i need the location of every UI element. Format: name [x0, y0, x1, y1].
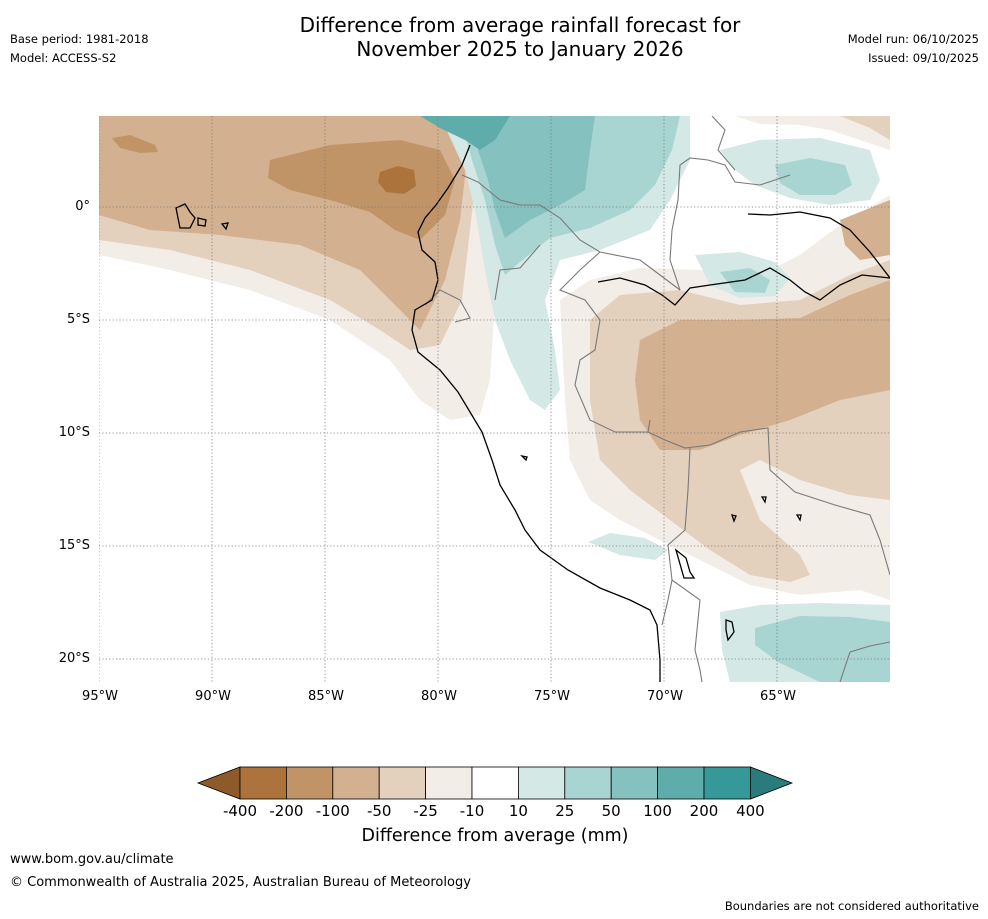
colorbar-tick: -10	[459, 802, 485, 820]
colorbar-tick: -200	[269, 802, 304, 820]
colorbar-bin	[657, 766, 705, 800]
lon-label-95w: 95°W	[82, 689, 118, 704]
colorbar-below-extension	[196, 766, 241, 800]
zone-p10-titicaca	[588, 533, 668, 560]
colorbar-bin	[378, 766, 427, 800]
colorbar-bin	[425, 766, 473, 800]
zone-p25-south	[755, 616, 890, 682]
boundaries-disclaimer: Boundaries are not considered authoritat…	[724, 899, 979, 913]
colorbar-bin	[564, 766, 612, 800]
zone-p50-andes	[470, 116, 595, 238]
zone-m50-north	[840, 116, 890, 140]
lon-label-90w: 90°W	[195, 689, 231, 704]
footer-copyright: © Commonwealth of Australia 2025, Austra…	[10, 875, 471, 890]
colorbar-bin	[332, 766, 380, 800]
lon-label-80w: 80°W	[421, 689, 457, 704]
colorbar-tick: 400	[736, 802, 765, 820]
zone-p25-north	[775, 158, 852, 195]
coastline	[175, 144, 890, 682]
lon-label-75w: 75°W	[534, 689, 570, 704]
lon-label-85w: 85°W	[308, 689, 344, 704]
lon-label-65w: 65°W	[760, 689, 796, 704]
zone-m400-pacific	[378, 166, 416, 194]
colorbar-tick: 25	[555, 802, 575, 820]
lat-label-0: 0°	[75, 199, 90, 214]
colorbar-tick: 50	[601, 802, 621, 820]
colorbar-bin	[703, 766, 751, 800]
colorbar-tick: 100	[643, 802, 672, 820]
colorbar-tick: -50	[366, 802, 392, 820]
zone-m100-amazon-east	[840, 200, 890, 260]
colorbar-tick: -100	[315, 802, 350, 820]
colorbar	[196, 766, 794, 800]
colorbar-bin	[285, 766, 334, 800]
gridlines	[99, 116, 890, 682]
title-line-1: Difference from average rainfall forecas…	[299, 13, 741, 37]
lon-label-70w: 70°W	[647, 689, 683, 704]
country-borders	[424, 116, 890, 682]
lat-label-10s: 10°S	[58, 425, 90, 440]
lat-label-15s: 15°S	[58, 538, 90, 553]
colorbar-tick: 10	[508, 802, 528, 820]
colorbar-tick: -25	[413, 802, 438, 820]
zone-m100-amazon	[635, 280, 890, 450]
colorbar-tick: -400	[222, 802, 258, 820]
colorbar-bin	[518, 766, 566, 800]
footer-url[interactable]: www.bom.gov.au/climate	[10, 852, 174, 867]
colorbar-bin	[610, 766, 659, 800]
zone-p100-andes	[420, 116, 510, 150]
page-title: Difference from average rainfall forecas…	[200, 13, 840, 61]
model-run: Model run: 06/10/2025	[847, 32, 979, 46]
colorbar-above-extension	[750, 766, 794, 800]
colorbar-tick: 200	[689, 802, 719, 820]
zone-m200-pacific	[268, 140, 455, 240]
colorbar-bin	[239, 766, 287, 800]
colorbar-label: Difference from average (mm)	[361, 826, 629, 846]
colorbar-bin	[471, 766, 519, 800]
zone-m200-pacific-small	[112, 135, 158, 153]
title-line-2: November 2025 to January 2026	[356, 37, 684, 61]
zone-m25-north	[735, 116, 890, 150]
lat-label-5s: 5°S	[66, 312, 90, 327]
issued-date: Issued: 09/10/2025	[868, 51, 979, 65]
lat-label-20s: 20°S	[58, 651, 90, 666]
base-period: Base period: 1981-2018	[10, 32, 149, 46]
model-name: Model: ACCESS-S2	[10, 51, 117, 65]
